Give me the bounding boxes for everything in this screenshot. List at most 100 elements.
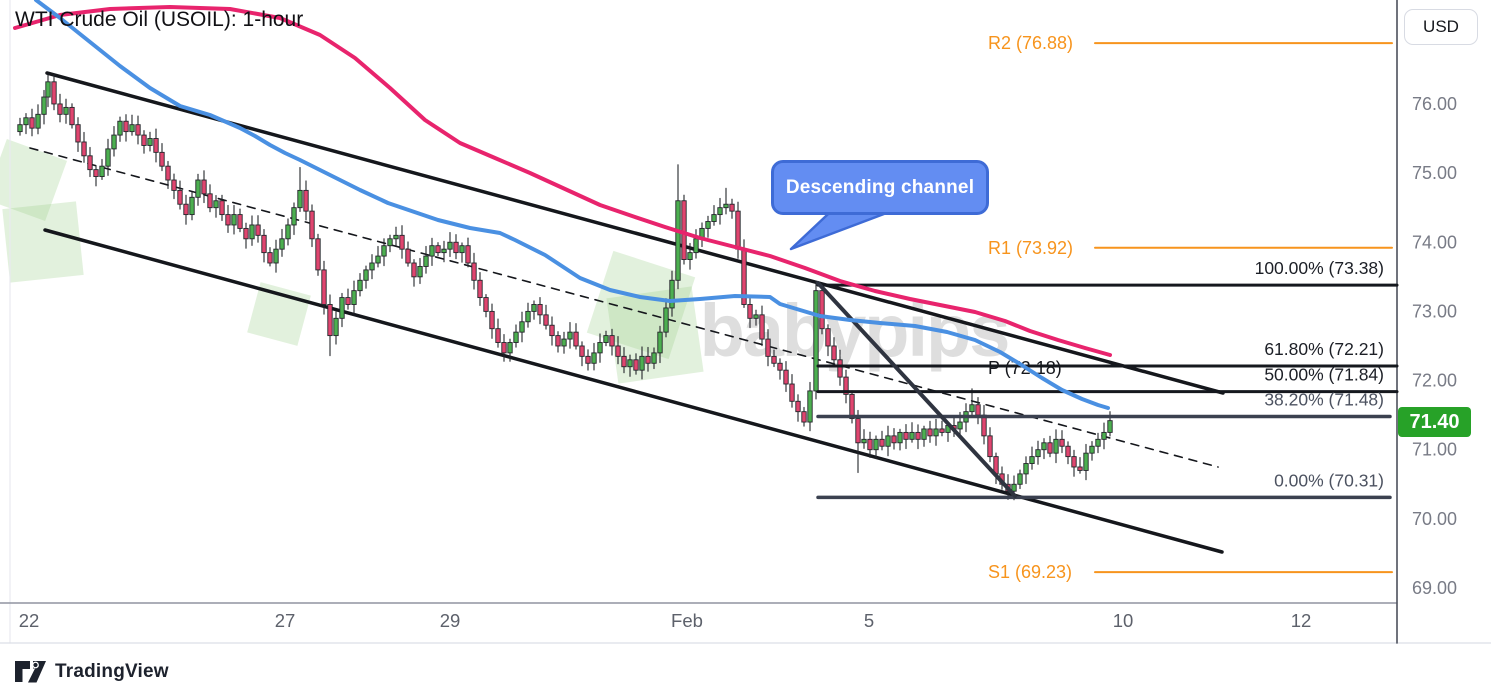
candle-down xyxy=(477,279,483,299)
candle-up xyxy=(1029,456,1035,464)
candle-up xyxy=(357,279,363,292)
candle-down xyxy=(765,338,771,357)
x-axis-tick-22: 22 xyxy=(19,610,40,631)
candle-down xyxy=(327,304,333,337)
candle-up xyxy=(705,221,711,229)
candle-up xyxy=(339,297,345,319)
candle-up xyxy=(531,304,537,312)
candle-down xyxy=(939,428,945,433)
candle-down xyxy=(225,214,231,226)
candle-down xyxy=(849,393,855,420)
channel-mid-dashed xyxy=(29,147,1219,468)
y-axis-tick-74: 74.00 xyxy=(1412,232,1457,252)
candle-down xyxy=(609,335,615,347)
fib-label-61.80%: 61.80% (72.21) xyxy=(1264,339,1384,359)
candle-down xyxy=(399,234,405,250)
candle-up xyxy=(873,438,879,451)
candle-down xyxy=(135,124,141,136)
candle-down xyxy=(633,359,639,371)
candle-up xyxy=(23,117,29,126)
babypips-cube-watermark xyxy=(247,282,311,346)
candle-down xyxy=(1077,466,1083,471)
candle-up xyxy=(111,134,117,150)
descending-channel-callout[interactable]: Descending channel xyxy=(771,160,989,215)
candle-down xyxy=(483,297,489,312)
candle-up xyxy=(129,124,135,133)
candle-down xyxy=(501,342,507,354)
candle-down xyxy=(615,345,621,357)
candle-down xyxy=(801,411,807,423)
fib-label-100.00%: 100.00% (73.38) xyxy=(1255,258,1384,278)
candle-down xyxy=(141,134,147,146)
candle-down xyxy=(825,328,831,347)
candle-down xyxy=(405,248,411,264)
candle-down xyxy=(303,189,309,212)
candle-up xyxy=(393,234,399,240)
candle-up xyxy=(561,338,567,347)
candle-up xyxy=(381,245,387,257)
ma-fast-blue xyxy=(34,0,1110,410)
candle-up xyxy=(375,255,381,264)
x-axis-tick-29: 29 xyxy=(440,610,461,631)
candle-up xyxy=(921,428,927,440)
candle-down xyxy=(171,179,177,191)
candle-down xyxy=(243,227,249,240)
candle-down xyxy=(237,214,243,229)
candle-down xyxy=(471,262,477,281)
candle-down xyxy=(573,331,579,347)
candle-down xyxy=(645,355,651,364)
candle-down xyxy=(795,400,801,413)
candle-down xyxy=(201,179,207,195)
candle-up xyxy=(1053,438,1059,454)
candle-up xyxy=(513,331,519,343)
candle-down xyxy=(183,203,189,216)
candle-down xyxy=(747,304,753,319)
candle-up xyxy=(663,307,669,333)
x-axis-tick-Feb: Feb xyxy=(671,610,703,631)
candle-down xyxy=(927,428,933,437)
y-axis-tick-69: 69.00 xyxy=(1412,578,1457,598)
tradingview-logo-icon xyxy=(15,661,46,683)
candle-down xyxy=(495,328,501,343)
last-price-badge[interactable]: 71.40 xyxy=(1398,407,1471,438)
fib-label-38.20%: 38.20% (71.48) xyxy=(1264,390,1384,410)
candle-down xyxy=(1047,442,1053,454)
candle-up xyxy=(1017,473,1023,485)
candle-down xyxy=(1071,456,1077,468)
candle-up xyxy=(591,352,597,364)
candle-up xyxy=(285,224,291,240)
babypips-cube-watermark xyxy=(0,138,68,222)
candle-up xyxy=(969,404,975,413)
x-axis-tick-10: 10 xyxy=(1113,610,1134,631)
candle-down xyxy=(81,141,87,157)
candle-up xyxy=(933,428,939,437)
candle-down xyxy=(489,310,495,330)
pivot-label-R2: R2 (76.88) xyxy=(988,33,1073,53)
candle-down xyxy=(549,324,555,337)
candle-down xyxy=(837,359,843,378)
candle-down xyxy=(321,269,327,305)
candle-up xyxy=(1023,463,1029,475)
x-axis-tick-5: 5 xyxy=(864,610,874,631)
candle-down xyxy=(903,431,909,440)
candle-up xyxy=(753,314,759,319)
candle-down xyxy=(345,297,351,305)
candle-up xyxy=(687,252,693,260)
candle-down xyxy=(585,355,591,364)
babypips-cube-watermark xyxy=(2,201,84,283)
candle-down xyxy=(411,262,417,278)
candle-down xyxy=(267,252,273,264)
candle-up xyxy=(519,321,525,333)
candle-up xyxy=(369,262,375,271)
ma-slow-pink xyxy=(13,5,1112,357)
candle-down xyxy=(261,234,267,254)
candle-down xyxy=(153,138,159,153)
currency-button[interactable]: USD xyxy=(1404,9,1478,45)
x-axis-tick-27: 27 xyxy=(275,610,296,631)
candle-up xyxy=(1089,445,1095,454)
candle-up xyxy=(297,189,303,209)
candle-down xyxy=(255,224,261,236)
candle-up xyxy=(861,438,867,444)
